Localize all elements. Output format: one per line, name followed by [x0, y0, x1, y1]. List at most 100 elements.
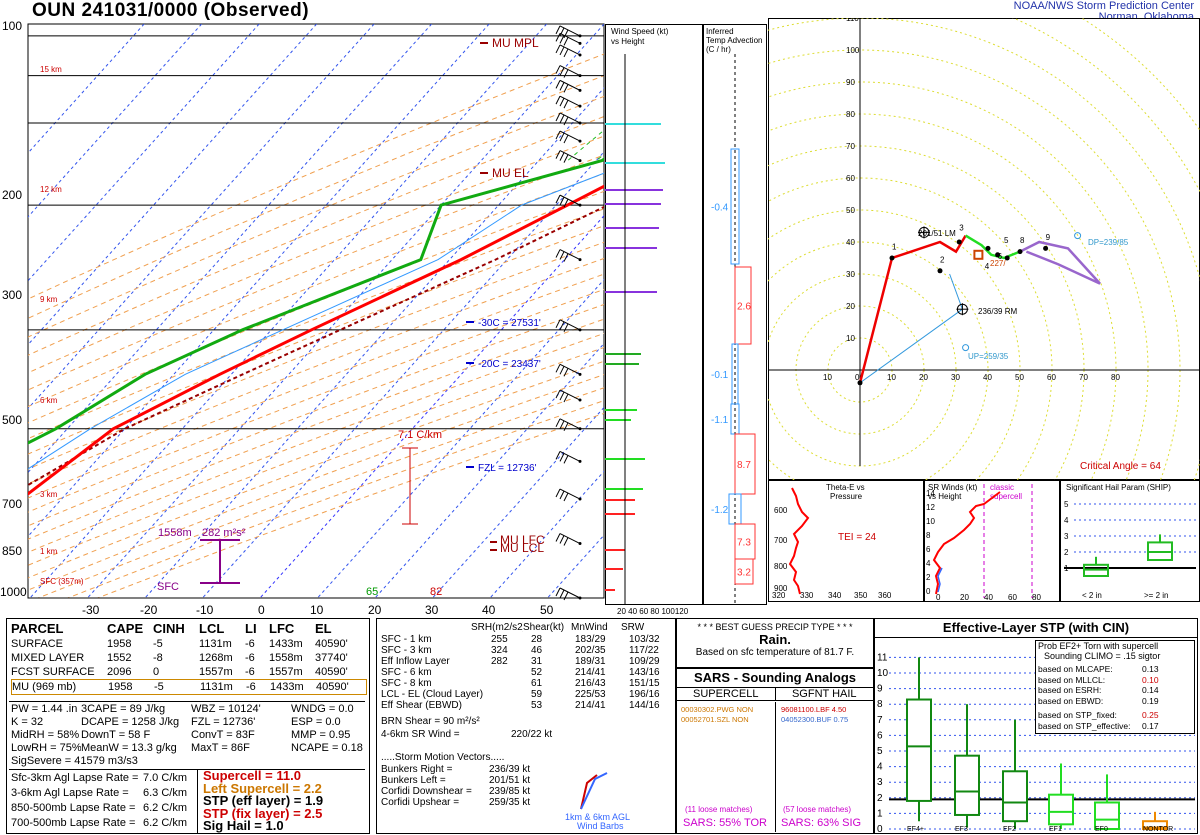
brn-shear: BRN Shear = 90 m²/s² [381, 716, 480, 727]
hodo-point [1017, 249, 1023, 255]
barb-flag [563, 69, 569, 78]
hail-matches: (57 loose matches) [783, 805, 852, 814]
sars-title: SARS - Sounding Analogs [677, 669, 873, 688]
hodo-6-9km [1019, 240, 1101, 285]
temp-tick: 40 [482, 603, 496, 617]
dry-adiabat [28, 288, 604, 513]
isotherm [87, 24, 604, 598]
theta-t-tick: 320 [772, 591, 786, 600]
storm-motion-label: Corfidi Upshear = [381, 797, 460, 808]
hodo-x-tick: 70 [1079, 373, 1088, 382]
height-label: 1 km [40, 547, 58, 556]
parcel-cell: 1958 [108, 681, 133, 693]
barb-flag [555, 451, 561, 460]
hodo-y-tick: 100 [846, 46, 860, 55]
composite-list: Supercell = 11.0 Left Supercell = 2.2 STP … [203, 769, 367, 833]
barb-flag [559, 132, 565, 142]
barb-shaft [559, 25, 581, 37]
supercell-label: supercell [990, 492, 1022, 501]
barb-flag [555, 44, 561, 54]
temp-adv-value: -0.4 [711, 203, 729, 214]
barb-base [578, 398, 582, 402]
sr-winds-trace-blue [937, 567, 943, 593]
dry-adiabat [28, 241, 604, 470]
temp-adv-value: -1.2 [711, 505, 729, 516]
wind-speed-axis: 20 40 60 80 100120 [617, 607, 689, 616]
prob-label: based on MLLCL: [1038, 674, 1106, 685]
barb-label2: Wind Barbs [577, 821, 624, 831]
parcel-cell: -6 [245, 666, 255, 678]
barb-flag [559, 366, 565, 375]
barb-flag [563, 393, 569, 403]
index-cell: PW = 1.44 .in [11, 703, 78, 715]
lapse-label: 3-6km Agl Lapse Rate = [11, 787, 129, 799]
hail-pct: SARS: 63% SIG [781, 817, 862, 829]
barb-flag [555, 130, 561, 140]
lapse-row: Sfc-3km Agl Lapse Rate = 7.0 C/km [11, 771, 201, 786]
parcel-cell: 1131m [200, 681, 233, 693]
index-cell: WNDG = 0.0 [291, 703, 354, 715]
col-cape: CAPE [107, 621, 144, 636]
stp-y-tick: 9 [877, 684, 883, 695]
stp-box [1048, 793, 1074, 826]
wind-speed-bars [605, 54, 665, 604]
prob-row: based on ESRH: 0.14 [1036, 685, 1194, 696]
temp-adv-bar [730, 148, 740, 265]
m20c-label: -20C = 23437' [478, 359, 541, 370]
barb-shaft [559, 587, 581, 599]
sr-winds-trace-red [932, 491, 1001, 595]
theta-e-t-ticks: 320 330 340 350 360 [772, 591, 892, 600]
wind-barb [555, 112, 582, 126]
kinematics-row: LCL - EL (Cloud Layer) 59 225/53 196/16 [381, 689, 673, 700]
hodo-point [995, 252, 1001, 258]
temp-adv-bar [734, 433, 756, 495]
kinematics-cell: 53 [531, 700, 543, 711]
ship-y-tick: 5 [1064, 500, 1069, 509]
hodo-point [1004, 255, 1010, 261]
barb-flag [555, 488, 561, 498]
barb-flag [563, 591, 569, 601]
org-line1: NOAA/NWS Storm Prediction Center [1013, 0, 1194, 12]
kinematics-cell: SFC - 8 km [381, 678, 432, 689]
barb-flag [555, 533, 561, 542]
storm-motion-value: 236/39 kt [489, 764, 531, 775]
index-row: K = 32 DCAPE = 1258 J/kg FZL = 12736' ESP =… [11, 716, 367, 729]
sr-x-tick: 0 [936, 593, 941, 602]
parcel-cell: 1433m [269, 638, 303, 650]
dry-adiabat [28, 154, 604, 391]
kinematics-row: Eff Shear (EBWD) 53 214/41 144/16 [381, 700, 673, 711]
storm-motion-row: Corfidi Downshear = 239/85 kt [381, 786, 673, 797]
ship-y-tick: 2 [1064, 548, 1069, 557]
temp-tick: 30 [425, 603, 439, 617]
barb-flag [559, 152, 565, 161]
stp-category-label: EF2 [1003, 826, 1016, 833]
kinematics-cell: 255 [491, 634, 508, 645]
storm-motion-row: Corfidi Upshear = 259/35 kt [381, 797, 673, 808]
dry-adiabat [28, 332, 604, 553]
ship-title: Significant Hail Param (SHIP) [1066, 483, 1171, 492]
wind-barb [555, 79, 582, 93]
stp-y-tick: 0 [877, 824, 883, 833]
hodo-x-tick: 50 [1015, 373, 1024, 382]
kinematics-rows: SFC - 1 km 255 28 183/29 103/32 SFC - 3 km 324… [381, 634, 673, 711]
kinematics-cell: 151/15 [629, 678, 660, 689]
precip-value: Rain. [759, 632, 791, 647]
supercell-pct: SARS: 55% TOR [683, 817, 767, 829]
barb-shaft [559, 488, 581, 500]
kinematics-cell: 117/22 [629, 645, 659, 656]
parcel-cell: 2096 [107, 666, 132, 678]
barb-shaft [559, 95, 581, 107]
temp-adv-value: 8.7 [737, 460, 751, 471]
prob-label: based on MLCAPE: [1038, 664, 1113, 674]
theta-t-tick: 360 [878, 591, 892, 600]
hodo-3-6km [964, 234, 1021, 260]
dry-adiabat [28, 318, 604, 540]
barb-flag [559, 196, 565, 206]
mean-wind-marker [973, 249, 984, 260]
index-cell: ConvT = 83F [191, 729, 255, 741]
barb-flag [563, 37, 569, 46]
sr-winds-subtitle: vs Height [928, 492, 962, 501]
temp-tick: 50 [540, 603, 554, 617]
prob-label: based on ESRH: [1038, 685, 1102, 695]
barb-shaft [559, 194, 581, 206]
